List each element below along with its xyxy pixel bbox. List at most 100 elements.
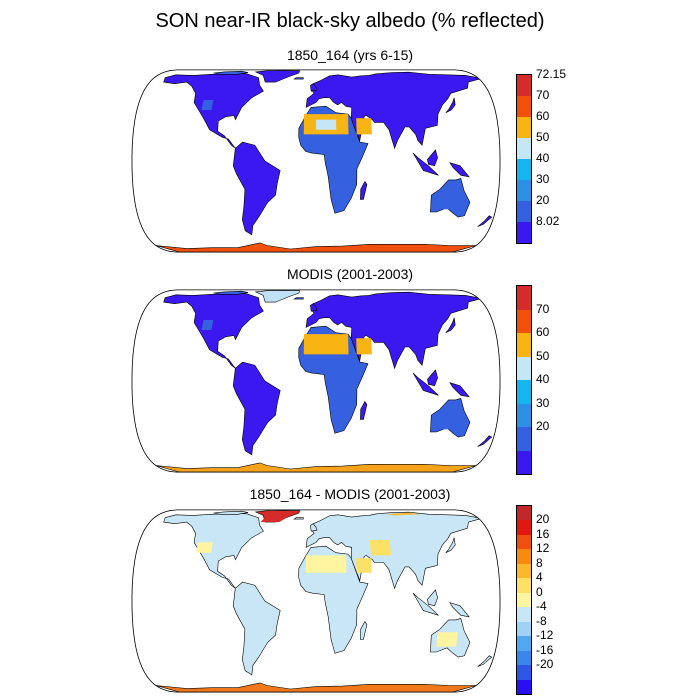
colorbar-1-tick-label: 60: [536, 109, 550, 123]
colorbar-2-tick-label: 40: [536, 372, 550, 386]
colorbar-3-segment: [517, 520, 531, 535]
land-japan: [445, 97, 456, 113]
land-northAmerica: [163, 73, 264, 149]
land-patch: [196, 542, 213, 553]
land-uk: [310, 83, 318, 92]
land-eurasia: [305, 71, 480, 150]
land-newguinea: [449, 162, 470, 178]
land-southAmerica: [232, 581, 281, 676]
colorbar-3-tick-label: 0: [536, 584, 543, 599]
colorbar-1-segment: [517, 222, 531, 243]
colorbar-3-segment: [517, 650, 531, 666]
land-africa: [298, 545, 369, 654]
land-greenland: [254, 70, 301, 83]
land-patch: [305, 555, 347, 573]
land-patch: [356, 338, 372, 355]
land-greenland: [254, 290, 301, 303]
land-patch: [201, 320, 214, 330]
map-panel-1: [131, 69, 501, 253]
colorbar-1-tick-label: 70: [536, 88, 550, 102]
land-arcticIslands: [213, 70, 249, 75]
map-panel-3: [131, 509, 501, 693]
land-newzealand: [477, 655, 493, 667]
colorbar-3-segment: [517, 665, 531, 680]
colorbar-3-tick-label: 20: [536, 512, 550, 527]
colorbar-3-tick-label: -12: [536, 628, 554, 643]
land-indonesia: [412, 372, 439, 396]
colorbar-2-segment: [517, 380, 531, 404]
colorbar-3-tick-label: 12: [536, 541, 550, 556]
land-antarctica: [155, 462, 477, 473]
map-outline: [131, 289, 501, 473]
colorbar-2-segment: [517, 356, 531, 380]
land-madagascar: [360, 180, 368, 200]
colorbar-3-tick-label: 4: [536, 570, 543, 585]
land-patch: [201, 100, 214, 110]
colorbar-3-segment: [517, 563, 531, 579]
land-iceland: [293, 77, 304, 80]
land-eurasia: [305, 511, 480, 590]
land-southAmerica: [232, 361, 281, 456]
land-madagascar: [360, 620, 368, 640]
land-indonesia: [412, 152, 439, 176]
colorbar-2-segment: [517, 450, 531, 474]
colorbar-3-tick-label: 8: [536, 555, 543, 570]
land-patch: [316, 339, 337, 350]
colorbar-2-segment: [517, 403, 531, 427]
land-newzealand: [477, 215, 493, 227]
colorbar-1-segment: [517, 75, 531, 96]
panel-3-title: 1850_164 - MODIS (2001-2003): [249, 486, 451, 502]
land-newzealand: [477, 435, 493, 447]
colorbar-2-segment: [517, 333, 531, 357]
colorbar-3-tick-label: 16: [536, 526, 550, 541]
land-borneo: [427, 369, 438, 387]
land-antarctica: [155, 682, 477, 693]
figure-title: SON near-IR black-sky albedo (% reflecte…: [155, 10, 545, 32]
colorbar-3-segment: [517, 607, 531, 622]
land-iceland: [293, 297, 304, 300]
colorbar-2-tick-label: 20: [536, 419, 550, 433]
colorbar-3-segment: [517, 534, 531, 550]
colorbar-3-segment: [517, 636, 531, 651]
land-japan: [445, 537, 456, 553]
colorbar-1-segment: [517, 159, 531, 180]
land-patch: [435, 192, 458, 210]
land-patch: [435, 412, 458, 430]
land-borneo: [427, 589, 438, 607]
land-patch: [356, 118, 372, 135]
panel-2-title: MODIS (2001-2003): [286, 266, 414, 282]
land-northAmerica: [163, 513, 264, 589]
land-southAmerica: [232, 141, 281, 236]
colorbar-3-tick-label: -20: [536, 657, 554, 672]
colorbar-1-tick-label: 72.15: [536, 67, 567, 81]
colorbar-3-tick-label: -16: [536, 642, 554, 657]
colorbar-1-tick-label: 50: [536, 130, 550, 144]
colorbar-3-tick-label: -8: [536, 613, 547, 628]
colorbar-1-segment: [517, 138, 531, 159]
colorbar-2-tick-label: 70: [536, 301, 550, 316]
colorbar-1-segment: [517, 117, 531, 138]
colorbar-1-tick-label: 30: [536, 172, 550, 186]
colorbar-2-tick-label: 30: [536, 395, 550, 410]
map-outline: [131, 69, 501, 253]
colorbar-1-tick-label: 40: [536, 151, 550, 165]
colorbar-3-segment: [517, 506, 531, 521]
map-panel-2: [131, 289, 501, 473]
colorbar-2-segment: [517, 309, 531, 333]
land-newguinea: [449, 602, 470, 618]
colorbar-3-segment: [517, 549, 531, 564]
land-eurasia: [305, 291, 480, 370]
colorbar-2-segment: [517, 286, 531, 310]
colorbar-3-segment: [517, 679, 531, 694]
land-patch: [385, 512, 421, 516]
colorbar-2-tick-label: 50: [536, 348, 550, 363]
colorbar-1-segment: [517, 201, 531, 222]
colorbar-3-segment: [517, 578, 531, 593]
colorbar-1-segment: [517, 180, 531, 201]
panel-1-title: 1850_164 (yrs 6-15): [286, 47, 414, 63]
colorbar-2-box: [516, 285, 532, 475]
land-newguinea: [449, 382, 470, 398]
land-japan: [445, 317, 456, 333]
land-indonesia: [412, 592, 439, 616]
land-antarctica: [155, 242, 477, 253]
